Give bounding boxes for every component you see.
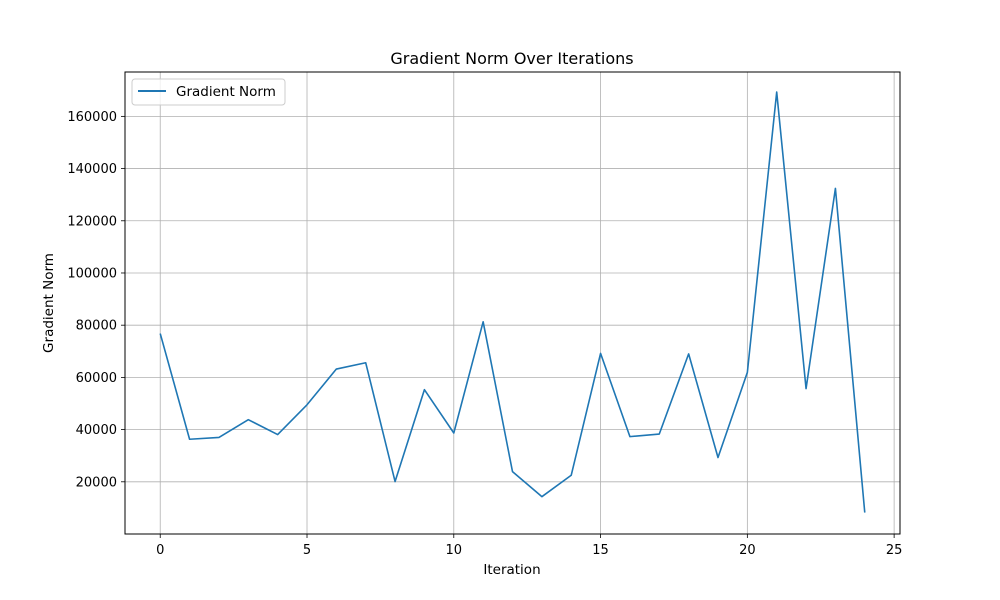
y-tick-label: 60000 [76,371,117,386]
x-tick-label: 0 [156,543,164,558]
x-axis-ticks: 0 5 10 15 20 25 [156,534,902,558]
y-tick-label: 120000 [67,214,117,229]
y-tick-label: 140000 [67,162,117,177]
legend-box [131,78,286,106]
y-tick-label: 160000 [67,110,117,125]
y-axis-label: Gradient Norm [41,253,57,353]
y-tick-label: 40000 [76,423,117,438]
x-tick-label: 25 [886,543,903,558]
x-tick-label: 20 [739,543,756,558]
x-axis-label: Iteration [483,562,540,578]
y-tick-label: 20000 [76,475,117,490]
legend-label: Gradient Norm [176,84,276,100]
y-tick-label: 100000 [67,266,117,281]
series-group [159,91,866,513]
legend: Gradient Norm [131,78,286,106]
plot-frame [124,71,901,535]
series-line [159,91,866,513]
x-tick-label: 5 [303,543,311,558]
y-axis-ticks: 20000 40000 60000 80000 100000 120000 140000 16… [67,110,125,490]
chart-title: Gradient Norm Over Iterations [390,49,633,68]
grid [125,72,900,534]
y-tick-label: 80000 [76,319,117,334]
x-tick-label: 15 [592,543,609,558]
x-tick-label: 10 [446,543,463,558]
